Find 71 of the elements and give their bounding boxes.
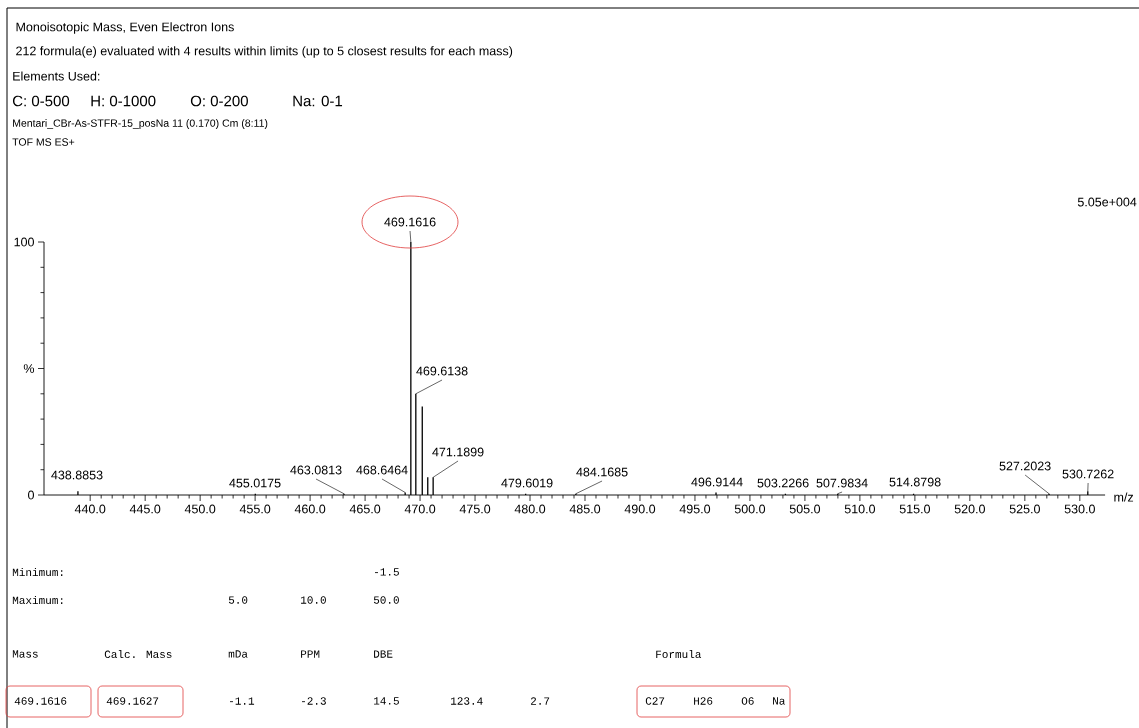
text: -1.1 <box>230 697 255 705</box>
chart-title: Monoisotopic Mass, Even Electron Ions <box>16 22 234 34</box>
text: 5.0 <box>228 596 248 604</box>
text: 50.0 <box>373 596 399 604</box>
x-tick-label: 515.0 <box>899 504 931 514</box>
text: 123.4 <box>451 697 483 705</box>
annotation: 455.0175 <box>229 478 281 488</box>
x-tick-label: 505.0 <box>789 504 821 514</box>
annotation: 484.1685 <box>576 467 628 477</box>
x-tick-label: 495.0 <box>679 504 711 514</box>
x-tick-label: 480.0 <box>514 504 546 514</box>
x-tick-label: 500.0 <box>734 504 766 514</box>
text: 10.0 <box>301 596 326 604</box>
text: 5.05e+004 <box>1077 197 1137 207</box>
text: 2.7 <box>530 697 550 705</box>
annotation: 438.8853 <box>51 470 103 480</box>
x-tick-label: 470.0 <box>404 504 436 514</box>
text: O6 <box>741 697 754 705</box>
annotation: 514.8798 <box>889 477 941 487</box>
x-tick-label: 450.0 <box>184 504 216 514</box>
annotation: 503.2266 <box>757 478 809 488</box>
text: 14.5 <box>374 697 399 705</box>
x-tick-label: 460.0 <box>294 504 326 514</box>
x-tick-label: 475.0 <box>459 504 491 514</box>
text: Formula <box>656 649 702 659</box>
text: Elements Used: <box>13 71 100 81</box>
x-tick-label: 510.0 <box>844 504 876 514</box>
y-tick-label: 100 <box>14 237 34 247</box>
x-tick-label: 485.0 <box>569 504 601 514</box>
annotation: 527.2023 <box>999 461 1051 471</box>
x-tick-label: 490.0 <box>624 504 656 514</box>
annotation: 479.6019 <box>501 478 553 488</box>
x-tick-label: 525.0 <box>1009 504 1040 514</box>
x-tick-label: 455.0 <box>239 504 271 514</box>
annotation: 468.6464 <box>356 465 408 475</box>
text: -1.5 <box>375 568 399 576</box>
x-tick-label: 465.0 <box>349 504 381 514</box>
text: C: 0-500 <box>12 95 70 107</box>
text: mDa <box>228 650 248 658</box>
text: DBE <box>374 650 393 658</box>
text: -2.3 <box>302 697 326 705</box>
x-tick-label: 445.0 <box>129 504 161 514</box>
text: Maximum: <box>12 595 63 605</box>
text: Mass <box>12 650 38 658</box>
annotation: 469.1616 <box>384 217 436 227</box>
x-tick-label: 520.0 <box>954 504 986 514</box>
x-tick-label: 530.0 <box>1064 504 1095 514</box>
text: TOF MS ES+ <box>12 138 75 146</box>
text: Calc. Mass <box>104 649 172 659</box>
text: Na <box>773 697 786 705</box>
text: 469.1627 <box>106 697 159 705</box>
text: Mentari_CBr-As-STFR-15_posNa 11 (0.170) Cm (8:11) <box>13 119 268 129</box>
text: Na: 0-1 <box>293 95 343 107</box>
chart-subtitle: 212 formula(e) evaluated with 4 results within limits (up to 5 closest results for each mass) <box>16 46 513 58</box>
text: 469.1616 <box>14 697 67 705</box>
text: O: 0-200 <box>190 95 248 107</box>
x-tick-label: 440.0 <box>74 504 106 514</box>
annotation: 463.0813 <box>290 465 342 475</box>
text: PPM <box>301 650 320 658</box>
text: Minimum: <box>12 567 63 577</box>
text: H26 <box>694 697 713 705</box>
text: C27 <box>645 697 665 705</box>
annotation: 496.9144 <box>691 477 743 487</box>
text: H: 0-1000 <box>91 95 156 107</box>
annotation: 471.1899 <box>432 447 484 457</box>
annotation: 469.6138 <box>416 366 468 376</box>
annotation: 507.9834 <box>816 478 868 488</box>
annotation: 530.7262 <box>1062 469 1114 479</box>
y-tick-label: % <box>23 364 35 373</box>
y-tick-label: 0 <box>28 490 34 500</box>
x-axis-title: m/z <box>1114 492 1134 502</box>
